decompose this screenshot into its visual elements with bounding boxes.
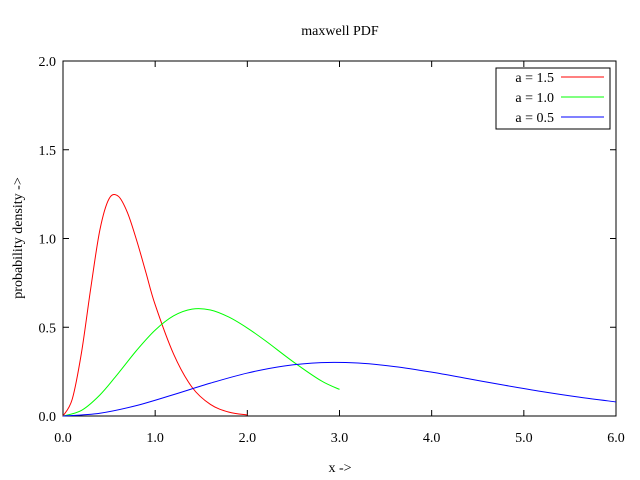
y-tick-label: 0.5	[39, 321, 57, 336]
series-line-3	[62, 361, 617, 417]
legend: a = 1.5 a = 1.0 a = 0.5	[495, 67, 611, 130]
x-axis-label: x ->	[328, 461, 351, 476]
chart-title: maxwell PDF	[301, 24, 379, 39]
legend-label: a = 0.5	[515, 111, 554, 126]
legend-box	[495, 67, 611, 130]
series-line-2	[62, 308, 340, 417]
x-tick-label: 2.0	[239, 431, 257, 446]
x-tick-label: 1.0	[146, 431, 164, 446]
x-tick-label: 3.0	[331, 431, 349, 446]
ticks-layer: 0.0 1.0 2.0 3.0 4.0 5.0 6.0 0.0 0.5 1.0 1.5 2.0	[39, 55, 625, 446]
y-tick-label: 1.0	[39, 233, 57, 248]
x-tick-label: 6.0	[607, 431, 625, 446]
x-tick-label: 5.0	[515, 431, 533, 446]
series-layer	[62, 194, 617, 417]
y-axis-label: probability density ->	[11, 177, 26, 299]
x-tick-label: 4.0	[423, 431, 441, 446]
y-tick-label: 1.5	[39, 144, 57, 159]
y-tick-label: 0.0	[39, 410, 57, 425]
legend-label: a = 1.5	[515, 71, 554, 86]
legend-label: a = 1.0	[515, 91, 554, 106]
series-line-1	[62, 194, 248, 417]
y-tick-label: 2.0	[39, 55, 57, 70]
x-tick-label: 0.0	[54, 431, 72, 446]
